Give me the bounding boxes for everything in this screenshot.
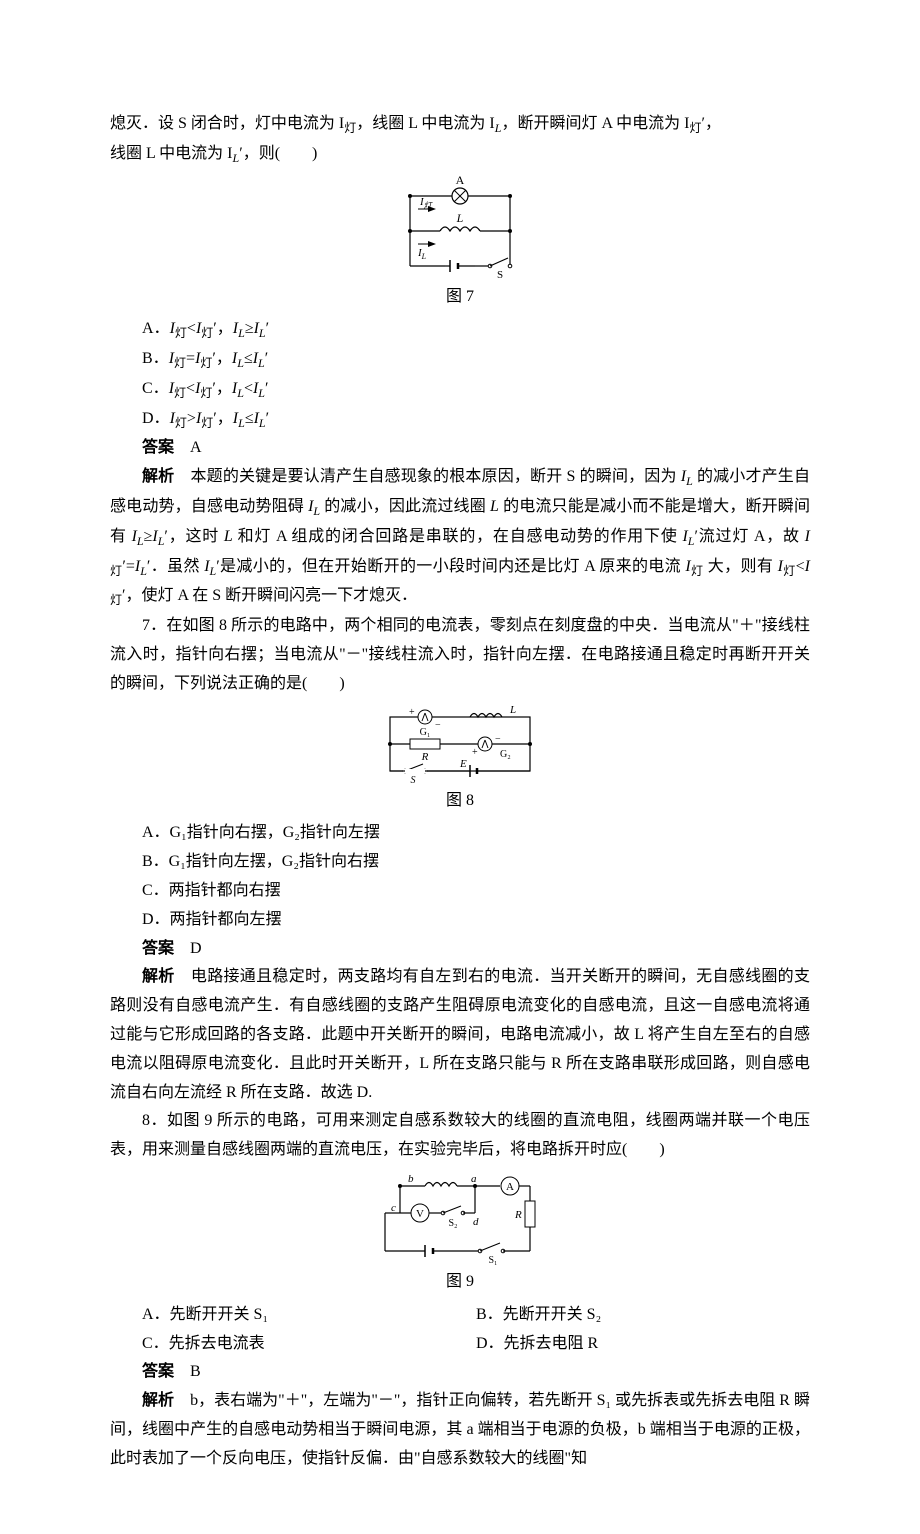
s1-label: S₁ bbox=[488, 1255, 497, 1266]
ammeter-label: A bbox=[506, 1181, 514, 1193]
figure-9-label: 图 9 bbox=[110, 1268, 810, 1297]
answer-label: 答案 bbox=[142, 1363, 174, 1380]
q8-answer: 答案 B bbox=[110, 1358, 810, 1387]
minus-2: − bbox=[495, 734, 501, 745]
text: 熄灭．设 S 闭合时，灯中电流为 I bbox=[110, 115, 344, 132]
opt-b: B．先断开开关 S₂ bbox=[476, 1301, 810, 1330]
i-l-sub: L bbox=[421, 252, 427, 261]
page: 熄灭．设 S 闭合时，灯中电流为 I灯，线圈 L 中电流为 IL，断开瞬间灯 A… bbox=[0, 0, 920, 1534]
lamp-label: A bbox=[456, 176, 465, 187]
q7-options: A．G₁指针向右摆，G₂指针向左摆 B．G₁指针向左摆，G₂指针向右摆 C．两指… bbox=[142, 819, 810, 934]
opt-a: A．I灯<I灯′，IL≥IL′ bbox=[142, 315, 810, 345]
circuit-9-svg: A b a V c d S₂ R bbox=[365, 1171, 555, 1266]
opt-c: C．两指针都向右摆 bbox=[142, 877, 810, 906]
plus-2: + bbox=[472, 747, 478, 758]
node-c: c bbox=[391, 1202, 396, 1214]
e-label: E bbox=[459, 758, 467, 770]
minus-1: − bbox=[435, 720, 441, 731]
answer-value: A bbox=[174, 439, 202, 456]
analysis-label: 解析 bbox=[142, 968, 175, 985]
answer-value: D bbox=[174, 940, 202, 957]
opt-a: A．G₁指针向右摆，G₂指针向左摆 bbox=[142, 819, 810, 848]
l-label: L bbox=[509, 705, 516, 716]
figure-7: A L I灯 IL bbox=[110, 176, 810, 281]
analysis-text: 电路接通且稳定时，两支路均有自左到右的电流．当开关断开的瞬间，无自感线圈的支路则… bbox=[110, 968, 810, 1100]
text: ′， bbox=[701, 115, 721, 132]
analysis-label: 解析 bbox=[142, 1392, 174, 1409]
opt-d: D．I灯>I灯′，IL≤IL′ bbox=[142, 405, 810, 435]
g2-label: G₂ bbox=[500, 749, 511, 760]
opt-c: C．I灯<I灯′，IL<IL′ bbox=[142, 375, 810, 405]
node-d: d bbox=[473, 1216, 479, 1228]
opt-b: B．G₁指针向左摆，G₂指针向右摆 bbox=[142, 848, 810, 877]
q8-options: A．先断开开关 S₁ B．先断开开关 S₂ C．先拆去电流表 D．先拆去电阻 R bbox=[142, 1301, 810, 1359]
q7-stem: 7．在如图 8 所示的电路中，两个相同的电流表，零刻点在刻度盘的中央．当电流从"… bbox=[110, 612, 810, 698]
analysis-text: 本题的关键是要认清产生自感现象的根本原因，断开 S 的瞬间，因为 IL 的减小才… bbox=[110, 468, 810, 604]
q8-stem: 8．如图 9 所示的电路，可用来测定自感系数较大的线圈的直流电阻，线圈两端并联一… bbox=[110, 1107, 810, 1165]
text: 线圈 L 中电流为 I bbox=[110, 145, 233, 162]
analysis-label: 解析 bbox=[142, 468, 174, 485]
r-label: R bbox=[421, 751, 429, 763]
text: ，线圈 L 中电流为 I bbox=[356, 115, 495, 132]
opt-c: C．先拆去电流表 bbox=[142, 1330, 476, 1359]
q7-answer: 答案 D bbox=[110, 935, 810, 964]
q6-stem-continuation: 熄灭．设 S 闭合时，灯中电流为 I灯，线圈 L 中电流为 IL，断开瞬间灯 A… bbox=[110, 110, 810, 170]
plus-1: + bbox=[409, 707, 415, 718]
q6-answer: 答案 A bbox=[110, 434, 810, 463]
g1-label: G₁ bbox=[420, 727, 431, 738]
svg-text:IL: IL bbox=[417, 247, 427, 261]
q7-analysis: 解析 电路接通且稳定时，两支路均有自左到右的电流．当开关断开的瞬间，无自感线圈的… bbox=[110, 963, 810, 1107]
q6-analysis: 解析 本题的关键是要认清产生自感现象的根本原因，断开 S 的瞬间，因为 IL 的… bbox=[110, 463, 810, 612]
answer-value: B bbox=[174, 1363, 201, 1380]
opt-d: D．先拆去电阻 R bbox=[476, 1330, 810, 1359]
circuit-8-svg: + − G₁ L R + − G₂ S bbox=[375, 705, 545, 785]
q6-options: A．I灯<I灯′，IL≥IL′ B．I灯=I灯′，IL≤IL′ C．I灯<I灯′… bbox=[142, 315, 810, 434]
figure-8: + − G₁ L R + − G₂ S bbox=[110, 705, 810, 785]
r-label: R bbox=[514, 1209, 522, 1221]
figure-8-label: 图 8 bbox=[110, 787, 810, 816]
text: ′，则( ) bbox=[239, 145, 317, 162]
figure-9: A b a V c d S₂ R bbox=[110, 1171, 810, 1266]
circuit-7-svg: A L I灯 IL bbox=[390, 176, 530, 281]
analysis-text: b，表右端为"＋"，左端为"－"，指针正向偏转，若先断开 S₁ 或先拆表或先拆去… bbox=[110, 1392, 810, 1467]
text: ，断开瞬间灯 A 中电流为 I bbox=[501, 115, 689, 132]
node-b: b bbox=[408, 1173, 414, 1185]
voltmeter-label: V bbox=[416, 1208, 424, 1220]
svg-text:I灯: I灯 bbox=[419, 196, 434, 210]
q8-analysis: 解析 b，表右端为"＋"，左端为"－"，指针正向偏转，若先断开 S₁ 或先拆表或… bbox=[110, 1387, 810, 1473]
s2-label: S₂ bbox=[448, 1218, 457, 1229]
node-a: a bbox=[471, 1173, 477, 1185]
answer-label: 答案 bbox=[142, 940, 174, 957]
switch-label: S bbox=[497, 269, 503, 281]
opt-d: D．两指针都向左摆 bbox=[142, 906, 810, 935]
answer-label: 答案 bbox=[142, 439, 174, 456]
figure-7-label: 图 7 bbox=[110, 283, 810, 312]
inductor-label: L bbox=[456, 211, 464, 225]
opt-a: A．先断开开关 S₁ bbox=[142, 1301, 476, 1330]
sub: 灯 bbox=[344, 121, 356, 135]
opt-b: B．I灯=I灯′，IL≤IL′ bbox=[142, 345, 810, 375]
s-label: S bbox=[411, 775, 416, 785]
sub: 灯 bbox=[689, 121, 701, 135]
